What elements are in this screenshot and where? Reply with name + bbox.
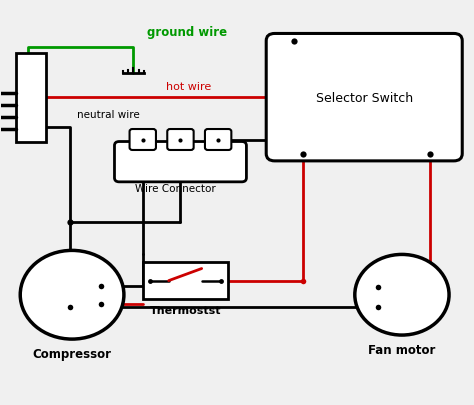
Text: Fan motor: Fan motor	[368, 343, 436, 356]
FancyBboxPatch shape	[167, 130, 194, 151]
Text: Wire Connector: Wire Connector	[136, 183, 216, 193]
FancyBboxPatch shape	[129, 130, 156, 151]
FancyBboxPatch shape	[143, 263, 228, 299]
Text: Compressor: Compressor	[33, 347, 111, 360]
Text: ground wire: ground wire	[147, 26, 228, 38]
FancyBboxPatch shape	[16, 54, 46, 142]
FancyBboxPatch shape	[115, 142, 246, 182]
Text: Selector Switch: Selector Switch	[316, 92, 413, 104]
Circle shape	[355, 255, 449, 335]
Text: hot wire: hot wire	[166, 82, 211, 92]
Text: Thermostst: Thermostst	[149, 305, 221, 315]
FancyBboxPatch shape	[205, 130, 231, 151]
Text: neutral wire: neutral wire	[77, 110, 139, 120]
FancyBboxPatch shape	[266, 34, 462, 162]
Circle shape	[20, 251, 124, 339]
